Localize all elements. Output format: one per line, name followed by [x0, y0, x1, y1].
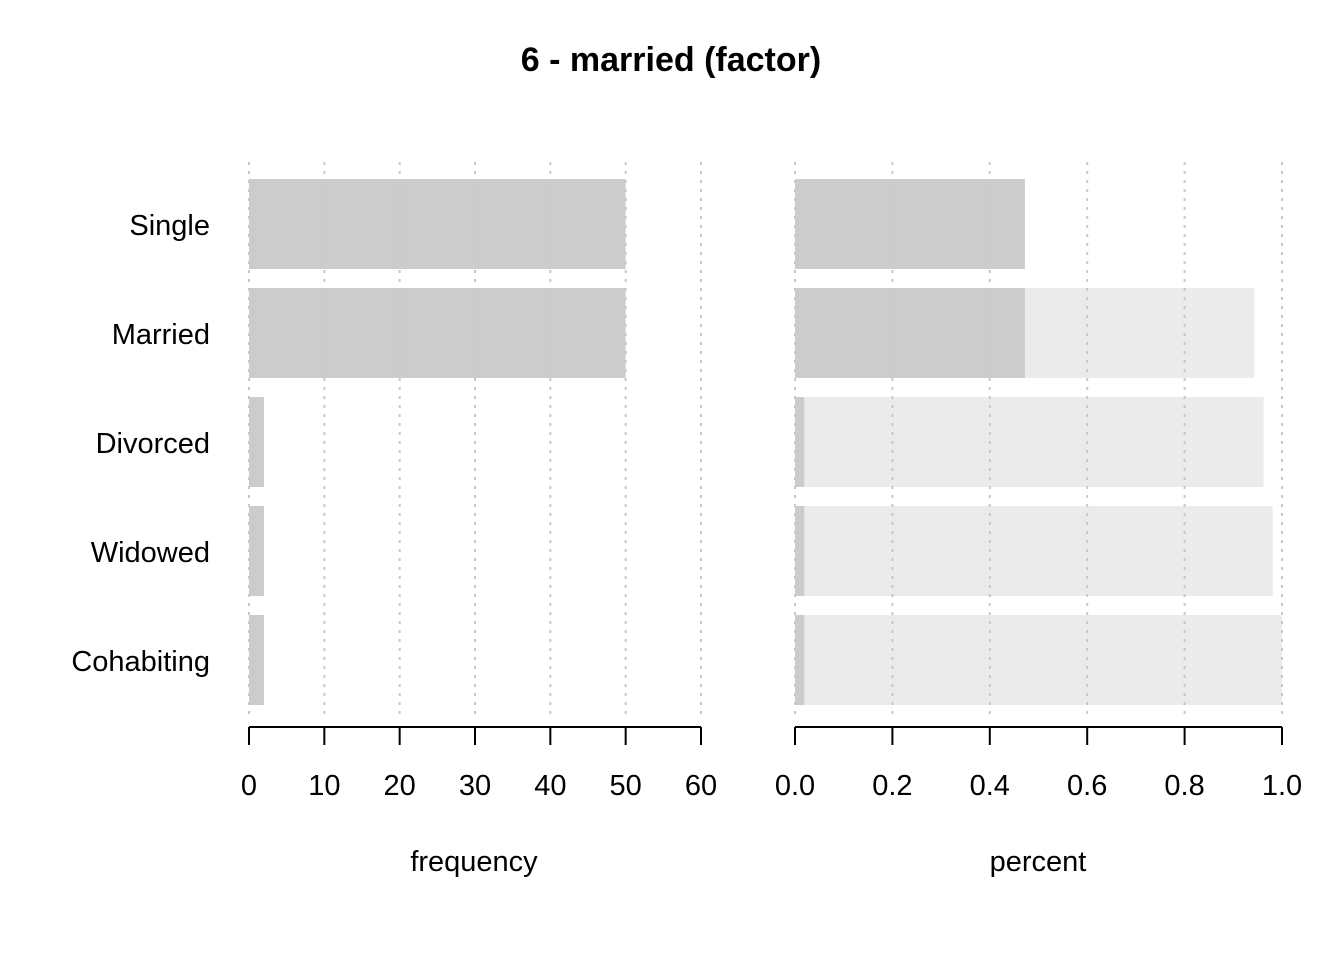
- category-label-single: Single: [129, 210, 210, 242]
- frequency-panel: 0 10 20 30 40 50 60: [241, 162, 717, 802]
- frequency-tick-label-0: 0: [241, 770, 257, 802]
- percent-tick-label-4: 0.8: [1164, 770, 1204, 802]
- percent-cumulative-bar-cohabiting: [795, 615, 1282, 705]
- frequency-tick-label-1: 10: [308, 770, 340, 802]
- category-label-divorced: Divorced: [96, 428, 210, 460]
- percent-bar-married: [795, 288, 1025, 378]
- category-labels: Single Married Divorced Widowed Cohabiti…: [71, 210, 210, 678]
- percent-cumulative-bar-divorced: [795, 397, 1264, 487]
- frequency-bar-divorced: [249, 397, 265, 487]
- frequency-bar-married: [249, 288, 626, 378]
- percent-tick-label-1: 0.2: [872, 770, 912, 802]
- category-label-cohabiting: Cohabiting: [71, 646, 210, 678]
- frequency-bar-single: [249, 179, 626, 269]
- percent-tick-label-5: 1.0: [1262, 770, 1302, 802]
- percent-bar-single: [795, 179, 1025, 269]
- percent-tick-label-3: 0.6: [1067, 770, 1107, 802]
- percent-tick-label-2: 0.4: [970, 770, 1010, 802]
- percent-tick-label-0: 0.0: [775, 770, 815, 802]
- percent-axis-label: percent: [990, 846, 1087, 878]
- frequency-bar-cohabiting: [249, 615, 265, 705]
- frequency-tick-label-5: 50: [610, 770, 642, 802]
- percent-bar-cohabiting: [795, 615, 805, 705]
- frequency-bar-widowed: [249, 506, 265, 596]
- frequency-tick-label-3: 30: [459, 770, 491, 802]
- frequency-axis-label: frequency: [410, 846, 538, 878]
- category-label-married: Married: [112, 319, 210, 351]
- percent-bar-divorced: [795, 397, 805, 487]
- frequency-tick-label-2: 20: [384, 770, 416, 802]
- percent-cumulative-bar-widowed: [795, 506, 1273, 596]
- frequency-tick-label-6: 60: [685, 770, 717, 802]
- percent-panel: 0.0 0.2 0.4 0.6 0.8 1.0: [775, 162, 1302, 802]
- chart-title: 6 - married (factor): [521, 41, 821, 79]
- percent-bar-widowed: [795, 506, 805, 596]
- frequency-tick-label-4: 40: [534, 770, 566, 802]
- category-label-widowed: Widowed: [91, 537, 210, 569]
